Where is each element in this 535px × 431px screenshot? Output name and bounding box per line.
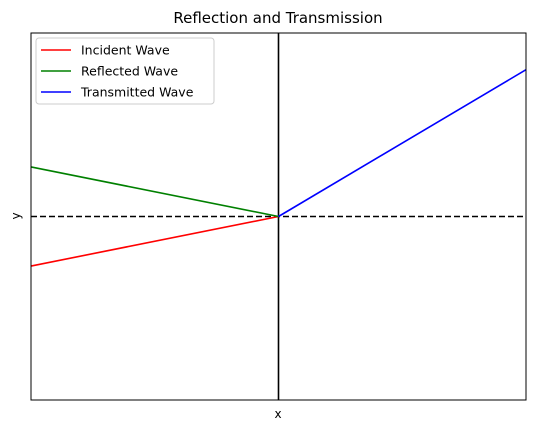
chart-title: Reflection and Transmission xyxy=(173,9,382,27)
series-line-1 xyxy=(30,215,279,267)
legend-label-1: Incident Wave xyxy=(81,43,170,58)
legend: Incident Wave Reflected Wave Transmitted W… xyxy=(35,37,215,105)
legend-label-2: Reflected Wave xyxy=(81,64,178,79)
legend-label-3: Transmitted Wave xyxy=(80,85,194,100)
series-line-3 xyxy=(278,69,527,218)
y-axis-label: y xyxy=(9,212,23,219)
legend-box xyxy=(35,37,215,105)
x-axis-label: x xyxy=(274,407,281,421)
series-line-2 xyxy=(30,166,279,218)
plot-frame xyxy=(30,32,527,401)
plot-area xyxy=(30,33,527,400)
